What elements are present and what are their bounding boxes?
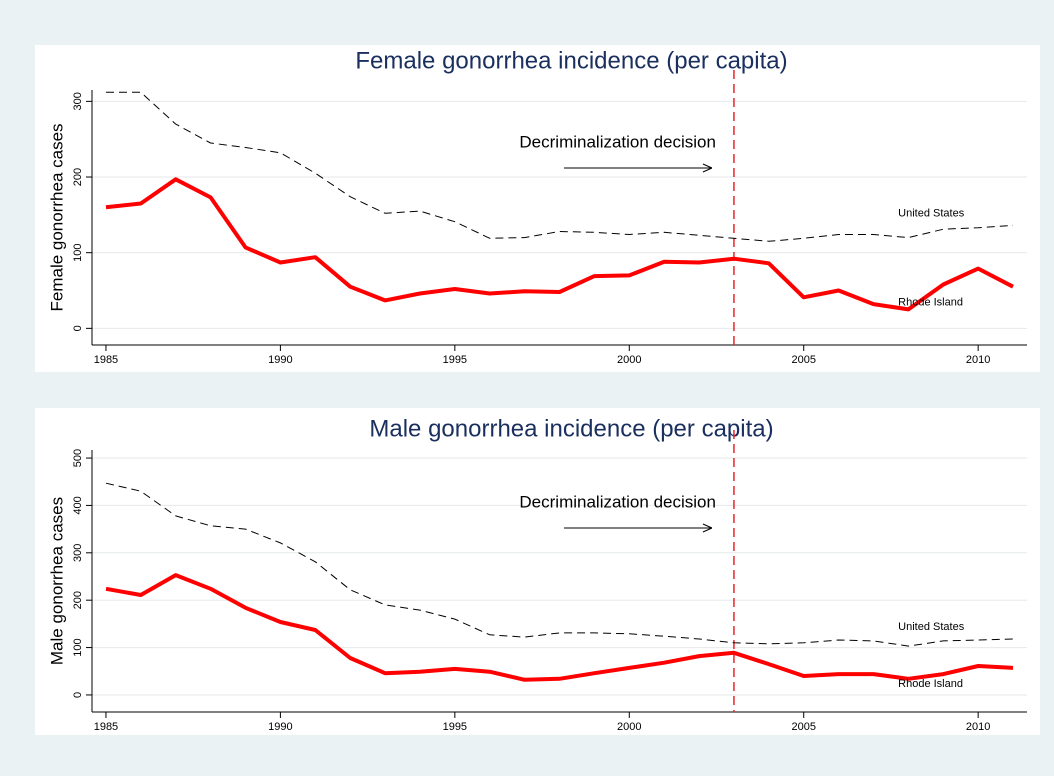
y-tick-label: 100 bbox=[72, 244, 84, 262]
x-tick-label: 1995 bbox=[443, 354, 467, 366]
y-tick-label: 200 bbox=[72, 168, 84, 186]
series-label: United States bbox=[898, 207, 965, 219]
y-tick-label: 400 bbox=[72, 496, 84, 514]
x-tick-label: 2000 bbox=[617, 354, 641, 366]
annotation: Decriminalization decision bbox=[519, 132, 716, 151]
arrow-head bbox=[702, 163, 713, 173]
series-label: United States bbox=[898, 621, 965, 633]
series-label: Rhode Island bbox=[898, 678, 963, 690]
x-tick-label: 2000 bbox=[617, 721, 641, 733]
x-tick-label: 1990 bbox=[268, 721, 292, 733]
series-line bbox=[105, 482, 1014, 647]
y-axis-label: Male gonorrhea cases bbox=[47, 497, 66, 665]
chart-title: Male gonorrhea incidence (per capita) bbox=[369, 415, 773, 442]
plot-region bbox=[35, 45, 1040, 372]
x-tick-label: 2010 bbox=[966, 354, 990, 366]
y-tick-label: 100 bbox=[72, 638, 84, 656]
y-tick-label: 0 bbox=[72, 325, 84, 331]
x-tick-label: 2005 bbox=[791, 354, 815, 366]
y-axis-label: Female gonorrhea cases bbox=[47, 123, 66, 311]
x-tick-label: 1985 bbox=[94, 354, 118, 366]
y-tick-label: 500 bbox=[72, 449, 84, 467]
y-tick-label: 300 bbox=[72, 544, 84, 562]
annotation: Decriminalization decision bbox=[519, 492, 716, 511]
y-tick-label: 300 bbox=[72, 92, 84, 110]
y-tick-label: 0 bbox=[72, 692, 84, 698]
arrow-head bbox=[702, 523, 713, 533]
series-line bbox=[105, 177, 1014, 312]
y-tick-label: 200 bbox=[72, 591, 84, 609]
x-tick-label: 1995 bbox=[443, 721, 467, 733]
x-tick-label: 1985 bbox=[94, 721, 118, 733]
plot-region bbox=[35, 408, 1040, 735]
series-line bbox=[105, 573, 1014, 682]
series-label: Rhode Island bbox=[898, 297, 963, 309]
series-line bbox=[106, 91, 1014, 242]
x-tick-label: 2005 bbox=[791, 721, 815, 733]
x-tick-label: 2010 bbox=[966, 721, 990, 733]
chart-title: Female gonorrhea incidence (per capita) bbox=[355, 47, 787, 74]
x-tick-label: 1990 bbox=[268, 354, 292, 366]
